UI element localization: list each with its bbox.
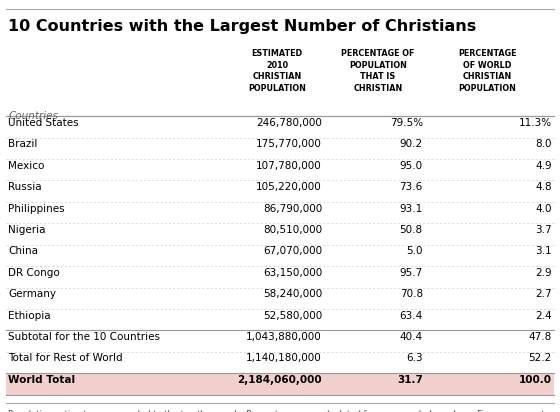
Text: 79.5%: 79.5%: [390, 118, 423, 128]
Text: Russia: Russia: [8, 182, 42, 192]
Text: 40.4: 40.4: [400, 332, 423, 342]
Text: 11.3%: 11.3%: [519, 118, 552, 128]
Text: 3.1: 3.1: [535, 246, 552, 256]
Text: 95.7: 95.7: [399, 268, 423, 278]
Text: 86,790,000: 86,790,000: [263, 204, 322, 213]
Text: Total for Rest of World: Total for Rest of World: [8, 353, 123, 363]
Text: 105,220,000: 105,220,000: [256, 182, 322, 192]
Text: 31.7: 31.7: [397, 375, 423, 385]
Text: Nigeria: Nigeria: [8, 225, 46, 235]
Text: 4.8: 4.8: [535, 182, 552, 192]
Text: China: China: [8, 246, 39, 256]
Text: 2.9: 2.9: [535, 268, 552, 278]
Text: 3.7: 3.7: [535, 225, 552, 235]
Text: Countries: Countries: [8, 111, 58, 121]
Text: 1,043,880,000: 1,043,880,000: [246, 332, 322, 342]
Text: DR Congo: DR Congo: [8, 268, 60, 278]
Text: 58,240,000: 58,240,000: [263, 289, 322, 299]
Text: 2,184,060,000: 2,184,060,000: [237, 375, 322, 385]
Text: 107,780,000: 107,780,000: [256, 161, 322, 171]
Text: 90.2: 90.2: [400, 139, 423, 149]
Text: 67,070,000: 67,070,000: [263, 246, 322, 256]
Bar: [6, 373, 554, 395]
Text: 52.2: 52.2: [528, 353, 552, 363]
Text: 2.4: 2.4: [535, 311, 552, 321]
Text: 175,770,000: 175,770,000: [256, 139, 322, 149]
Text: 80,510,000: 80,510,000: [263, 225, 322, 235]
Text: Germany: Germany: [8, 289, 57, 299]
Text: 73.6: 73.6: [399, 182, 423, 192]
Text: 93.1: 93.1: [399, 204, 423, 213]
Text: ESTIMATED
2010
CHRISTIAN
POPULATION: ESTIMATED 2010 CHRISTIAN POPULATION: [248, 49, 306, 93]
Text: 50.8: 50.8: [400, 225, 423, 235]
Text: Subtotal for the 10 Countries: Subtotal for the 10 Countries: [8, 332, 160, 342]
Text: 63,150,000: 63,150,000: [263, 268, 322, 278]
Text: 6.3: 6.3: [406, 353, 423, 363]
Text: Ethiopia: Ethiopia: [8, 311, 51, 321]
Text: 70.8: 70.8: [400, 289, 423, 299]
Text: 52,580,000: 52,580,000: [263, 311, 322, 321]
Text: PERCENTAGE OF
POPULATION
THAT IS
CHRISTIAN: PERCENTAGE OF POPULATION THAT IS CHRISTI…: [341, 49, 415, 93]
Text: Mexico: Mexico: [8, 161, 45, 171]
Text: 2.7: 2.7: [535, 289, 552, 299]
Text: 95.0: 95.0: [400, 161, 423, 171]
Text: 8.0: 8.0: [535, 139, 552, 149]
Text: 4.0: 4.0: [535, 204, 552, 213]
Text: 4.9: 4.9: [535, 161, 552, 171]
Text: United States: United States: [8, 118, 79, 128]
Text: 47.8: 47.8: [528, 332, 552, 342]
Text: Brazil: Brazil: [8, 139, 38, 149]
Text: 63.4: 63.4: [399, 311, 423, 321]
Text: 246,780,000: 246,780,000: [256, 118, 322, 128]
Text: Population estimates are rounded to the ten thousands. Percentages are calculate: Population estimates are rounded to the …: [8, 410, 545, 412]
Text: World Total: World Total: [8, 375, 76, 385]
Text: Philippines: Philippines: [8, 204, 65, 213]
Text: PERCENTAGE
OF WORLD
CHRISTIAN
POPULATION: PERCENTAGE OF WORLD CHRISTIAN POPULATION: [458, 49, 516, 93]
Text: 5.0: 5.0: [407, 246, 423, 256]
Text: 1,140,180,000: 1,140,180,000: [246, 353, 322, 363]
Text: 100.0: 100.0: [519, 375, 552, 385]
Text: 10 Countries with the Largest Number of Christians: 10 Countries with the Largest Number of …: [8, 19, 477, 33]
